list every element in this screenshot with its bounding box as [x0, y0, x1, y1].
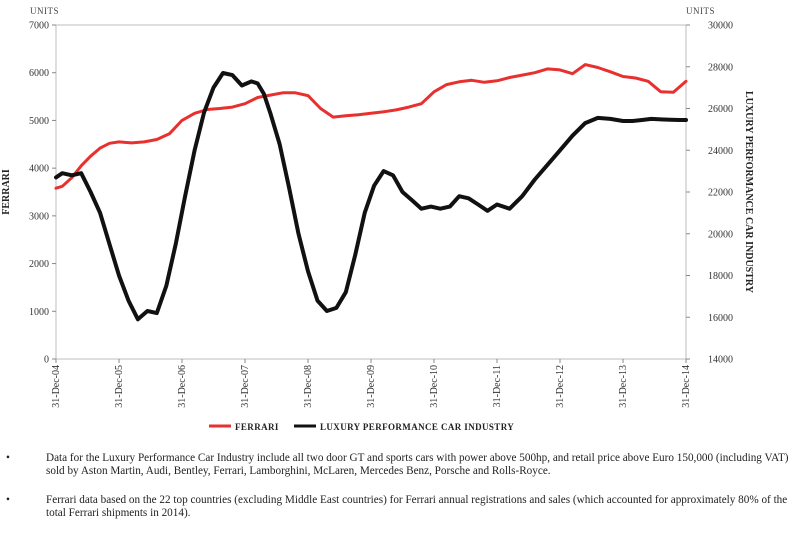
footnote-1: • Data for the Luxury Performance Car In…	[6, 452, 791, 477]
x-tick-label: 31-Dec-04	[51, 365, 62, 408]
left-tick-label: 5000	[29, 116, 49, 127]
x-tick-label: 31-Dec-13	[618, 365, 629, 408]
right-tick-label: 16000	[708, 313, 733, 324]
footnote-text: Data for the Luxury Performance Car Indu…	[46, 452, 789, 477]
right-tick-label: 18000	[708, 271, 733, 282]
left-tick-label: 4000	[29, 164, 49, 175]
footnotes: • Data for the Luxury Performance Car In…	[6, 452, 791, 536]
left-tick-label: 7000	[29, 21, 49, 32]
x-tick-label: 31-Dec-10	[429, 365, 440, 408]
x-tick-label: 31-Dec-07	[240, 365, 251, 408]
x-tick-label: 31-Dec-14	[681, 365, 692, 408]
bullet-marker: •	[6, 452, 10, 464]
left-axis-ticks: 0 1000 2000 3000 4000 5000 6000 7000	[29, 21, 56, 366]
series-layer	[54, 63, 688, 322]
footnote-text: Ferrari data based on the 22 top countri…	[46, 494, 788, 519]
dual-axis-line-chart: UNITS UNITS 0 1000 2000 3000 4000 5000 6000 700…	[1, 6, 754, 432]
left-tick-label: 0	[44, 355, 49, 366]
bullet-marker: •	[6, 494, 10, 506]
right-tick-label: 22000	[708, 188, 733, 199]
right-tick-label: 20000	[708, 229, 733, 240]
right-tick-label: 26000	[708, 104, 733, 115]
legend: FERRARI LUXURY PERFORMANCE CAR INDUSTRY	[209, 422, 514, 432]
left-tick-label: 2000	[29, 259, 49, 270]
x-tick-label: 31-Dec-09	[366, 365, 377, 408]
x-tick-label: 31-Dec-05	[114, 365, 125, 408]
series-line-luxury-industry	[54, 71, 688, 322]
legend-label-ferrari: FERRARI	[235, 422, 279, 432]
right-tick-label: 30000	[708, 21, 733, 32]
x-axis-ticks: 31-Dec-04 31-Dec-05 31-Dec-06 31-Dec-07 31-D…	[51, 359, 692, 408]
left-axis-title: FERRARI	[1, 169, 12, 215]
legend-label-industry: LUXURY PERFORMANCE CAR INDUSTRY	[320, 422, 514, 432]
left-unit-label: UNITS	[30, 6, 59, 16]
right-tick-label: 24000	[708, 146, 733, 157]
right-unit-label: UNITS	[686, 6, 715, 16]
x-tick-label: 31-Dec-11	[492, 365, 503, 407]
left-tick-label: 6000	[29, 68, 49, 79]
left-tick-label: 3000	[29, 211, 49, 222]
x-tick-label: 31-Dec-12	[555, 365, 566, 408]
left-tick-label: 1000	[29, 307, 49, 318]
right-axis-ticks: 14000 16000 18000 20000 22000 24000 26000 28000…	[686, 21, 733, 366]
footnote-2: • Ferrari data based on the 22 top count…	[6, 494, 791, 519]
right-tick-label: 14000	[708, 355, 733, 366]
right-tick-label: 28000	[708, 62, 733, 73]
right-axis-title: LUXURY PERFORMANCE CAR INDUSTRY	[743, 91, 754, 294]
x-tick-label: 31-Dec-08	[303, 365, 314, 408]
series-line-ferrari	[54, 63, 688, 190]
x-tick-label: 31-Dec-06	[177, 365, 188, 408]
